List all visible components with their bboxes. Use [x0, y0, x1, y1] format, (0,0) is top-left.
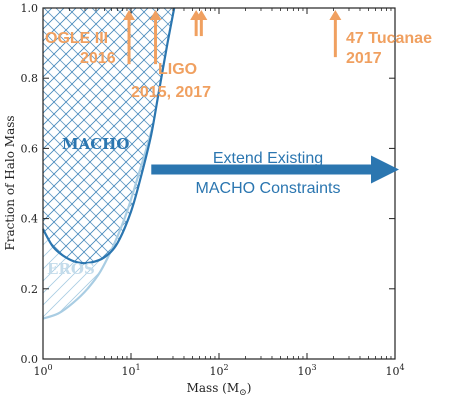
extend-label-line2: MACHO Constraints	[196, 180, 341, 197]
x-tick-label: 100	[33, 363, 52, 378]
macho-curve	[42, 7, 176, 265]
ogle-arrow-head	[123, 10, 136, 20]
ligo-label-line1: LIGO	[158, 61, 197, 78]
y-tick-label: 0.6	[21, 142, 39, 155]
y-tick-label: 0.8	[21, 72, 39, 85]
ligo-arrow-0-head	[149, 10, 162, 20]
eros-curve	[42, 126, 154, 320]
tucanae-arrow-head	[329, 10, 342, 20]
ligo-label-line2: 2015, 2017	[131, 84, 211, 101]
y-tick-label: 0.0	[21, 353, 39, 366]
x-tick-label: 103	[297, 363, 316, 378]
tucanae-label-line2: 2017	[346, 50, 382, 67]
macho-region-label: MACHO	[62, 135, 129, 153]
ligo-arrow-2-head	[195, 10, 208, 20]
ogle-label-line2: 2016	[80, 50, 116, 67]
x-tick-label: 101	[121, 363, 140, 378]
macho-excluded-region	[43, 8, 175, 264]
x-tick-label: 102	[209, 363, 228, 378]
x-axis-label-main: Mass (M	[187, 381, 240, 395]
y-axis-label: Fraction of Halo Mass	[3, 115, 17, 250]
y-tick-label: 0.2	[21, 283, 39, 296]
x-axis-label: Mass (M⊙)	[187, 381, 252, 398]
tucanae-label-line1: 47 Tucanae	[346, 30, 432, 47]
eros-region-label: EROS	[47, 260, 95, 278]
extend-label-line1: Extend Existing	[213, 150, 323, 167]
y-tick-label: 0.4	[21, 213, 39, 226]
x-axis-label-sub: ⊙	[239, 388, 247, 398]
ogle-label-line1: OGLE III	[45, 30, 108, 47]
x-tick-label: 104	[385, 363, 404, 378]
extend-constraints-arrow	[151, 155, 399, 184]
y-tick-label: 1.0	[21, 2, 39, 15]
x-axis-label-close: )	[247, 381, 252, 395]
